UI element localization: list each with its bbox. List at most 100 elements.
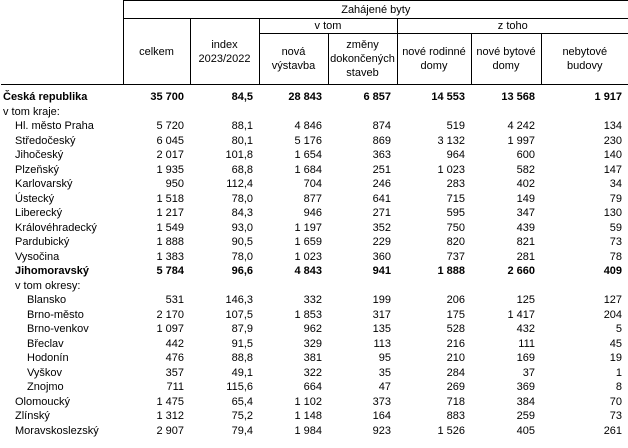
cell-index: 87,9 bbox=[231, 323, 253, 335]
cell-celkem: 357 bbox=[165, 366, 184, 379]
cell-celkem: 1 383 bbox=[156, 250, 184, 263]
cell-index: 146,3 bbox=[225, 294, 253, 306]
cell-nebyt: 230 bbox=[603, 134, 623, 147]
cell-rod: 883 bbox=[446, 410, 465, 422]
cell-nebyt: 34 bbox=[609, 178, 623, 190]
cell-rod: 718 bbox=[446, 395, 465, 408]
row-label: Moravskoslezský bbox=[15, 424, 99, 437]
cell-nova: 4 843 bbox=[294, 265, 322, 277]
cell-nova: 1 984 bbox=[294, 424, 322, 437]
cell-nebyt: 73 bbox=[609, 236, 623, 248]
cell-byt: 821 bbox=[516, 236, 535, 248]
row-label: Česká republika bbox=[3, 91, 88, 103]
cell-nebyt: 147 bbox=[603, 163, 623, 176]
cell-nebyt: 127 bbox=[603, 294, 623, 306]
cell-rod: 216 bbox=[446, 337, 465, 350]
cell-index: 96,6 bbox=[231, 265, 253, 277]
cell-zmeny: 373 bbox=[372, 395, 391, 408]
cell-rod: 3 132 bbox=[437, 134, 465, 147]
row-label: Liberecký bbox=[15, 207, 63, 219]
cell-index: 65,4 bbox=[231, 395, 253, 408]
cell-nova: 1 654 bbox=[294, 149, 322, 161]
cell-celkem: 1 312 bbox=[156, 410, 184, 422]
header-z-toho: z toho bbox=[396, 18, 628, 34]
cell-nova: 381 bbox=[303, 352, 322, 364]
cell-rod: 715 bbox=[446, 192, 465, 205]
cell-nova: 5 176 bbox=[294, 134, 322, 147]
table-row: Česká republika 35 700 84,5 28 843 6 857 14 5… bbox=[1, 85, 628, 105]
cell-nova: 946 bbox=[303, 207, 322, 219]
table-row: Brno-město 2 170 107,5 1 853 317 175 1 417 204 bbox=[1, 308, 628, 323]
header-nebytove-budovy: nebytové budovy bbox=[540, 33, 628, 85]
cell-index: 84,3 bbox=[231, 207, 253, 219]
cell-byt: 1 417 bbox=[507, 308, 535, 321]
cell-celkem: 6 045 bbox=[156, 134, 184, 147]
cell-zmeny: 352 bbox=[372, 221, 391, 234]
cell-index: 115,6 bbox=[226, 381, 253, 393]
cell-rod: 750 bbox=[446, 221, 465, 234]
cell-index: 112,4 bbox=[226, 178, 253, 190]
cell-zmeny: 229 bbox=[372, 236, 391, 248]
cell-byt: 439 bbox=[516, 221, 535, 234]
cell-nova: 1 148 bbox=[294, 410, 322, 422]
cell-byt: 347 bbox=[516, 207, 535, 219]
cell-rod: 1 888 bbox=[437, 265, 465, 277]
cell-nebyt: 140 bbox=[603, 149, 623, 161]
cell-rod: 175 bbox=[446, 308, 465, 321]
table-row: Jihočeský 2 017 101,8 1 654 363 964 600 140 bbox=[1, 148, 628, 163]
table-row: Brno-venkov 1 097 87,9 962 135 528 432 5 bbox=[1, 322, 628, 337]
cell-zmeny: 135 bbox=[372, 323, 391, 335]
cell-rod: 1 023 bbox=[437, 163, 465, 176]
row-label: Ústecký bbox=[15, 192, 55, 205]
cell-byt: 169 bbox=[516, 352, 535, 364]
cell-nebyt: 1 bbox=[615, 366, 623, 379]
cell-celkem: 5 720 bbox=[156, 120, 184, 132]
cell-index: 78,0 bbox=[231, 192, 253, 205]
row-label: Karlovarský bbox=[15, 178, 73, 190]
cell-celkem: 1 097 bbox=[156, 323, 184, 335]
table-row: Pardubický 1 888 90,5 1 659 229 820 821 73 bbox=[1, 235, 628, 250]
cell-rod: 595 bbox=[446, 207, 465, 219]
cell-zmeny: 95 bbox=[378, 352, 391, 364]
header-bytove-domy: nové bytové domy bbox=[470, 33, 541, 85]
cell-celkem bbox=[123, 105, 190, 120]
cell-index: 88,8 bbox=[231, 352, 253, 364]
cell-byt: 582 bbox=[516, 163, 535, 176]
cell-zmeny: 941 bbox=[372, 265, 391, 277]
cell-index: 107,5 bbox=[225, 308, 253, 321]
table-row: Břeclav 442 91,5 329 113 216 111 45 bbox=[1, 337, 628, 352]
cell-nebyt bbox=[541, 279, 628, 294]
cell-zmeny: 113 bbox=[373, 337, 391, 350]
cell-rod bbox=[397, 279, 471, 294]
cell-zmeny bbox=[328, 279, 397, 294]
cell-byt: 405 bbox=[516, 424, 535, 437]
table-row: Hl. město Praha 5 720 88,1 4 846 874 519 4 242… bbox=[1, 119, 628, 134]
header-v-tom: v tom bbox=[258, 18, 397, 34]
cell-celkem: 35 700 bbox=[150, 91, 184, 103]
cell-nova: 322 bbox=[303, 366, 322, 379]
cell-nova bbox=[259, 105, 328, 120]
table-row: v tom kraje: bbox=[1, 105, 628, 120]
table-row: Liberecký 1 217 84,3 946 271 595 347 130 bbox=[1, 206, 628, 221]
cell-celkem: 1 888 bbox=[156, 236, 184, 248]
cell-zmeny: 317 bbox=[372, 308, 391, 321]
table-row: Olomoucký 1 475 65,4 1 102 373 718 384 70 bbox=[1, 395, 628, 410]
housing-starts-table: Zahájené byty celkem index 2023/2022 v to… bbox=[1, 0, 628, 438]
cell-zmeny: 271 bbox=[372, 207, 391, 219]
cell-rod: 737 bbox=[446, 250, 465, 263]
table-row: Ústecký 1 518 78,0 877 641 715 149 79 bbox=[1, 192, 628, 207]
cell-byt: 259 bbox=[516, 410, 535, 422]
header-zmeny-staveb: změny dokončených staveb bbox=[327, 33, 397, 85]
cell-nebyt: 130 bbox=[603, 207, 623, 219]
cell-nebyt: 45 bbox=[609, 337, 623, 350]
cell-nova: 704 bbox=[303, 178, 322, 190]
cell-celkem: 442 bbox=[165, 337, 184, 350]
row-label: Středočeský bbox=[15, 134, 76, 147]
table-row: Vysočina 1 383 78,0 1 023 360 737 281 78 bbox=[1, 250, 628, 265]
cell-index: 68,8 bbox=[231, 163, 253, 176]
row-label: Hodonín bbox=[27, 352, 69, 364]
row-label: v tom okresy: bbox=[15, 279, 81, 292]
cell-byt: 111 bbox=[518, 337, 535, 350]
cell-index: 49,1 bbox=[231, 366, 253, 379]
cell-nova bbox=[259, 279, 328, 294]
